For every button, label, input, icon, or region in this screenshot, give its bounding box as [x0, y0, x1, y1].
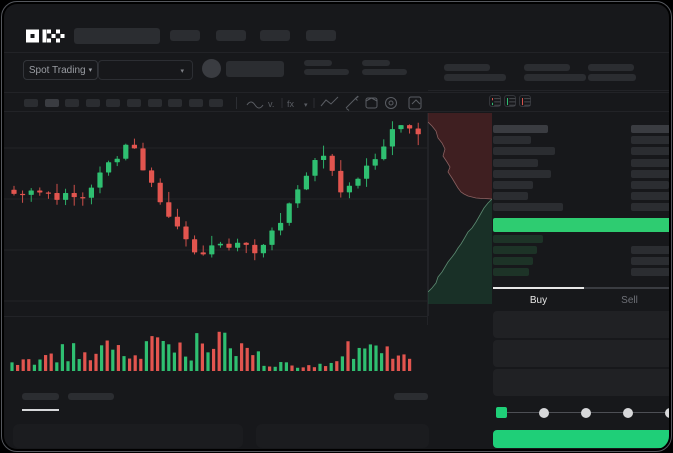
svg-text:v.: v.	[268, 99, 274, 109]
svg-text:fx: fx	[287, 99, 295, 109]
svg-text:▾: ▾	[304, 102, 308, 109]
